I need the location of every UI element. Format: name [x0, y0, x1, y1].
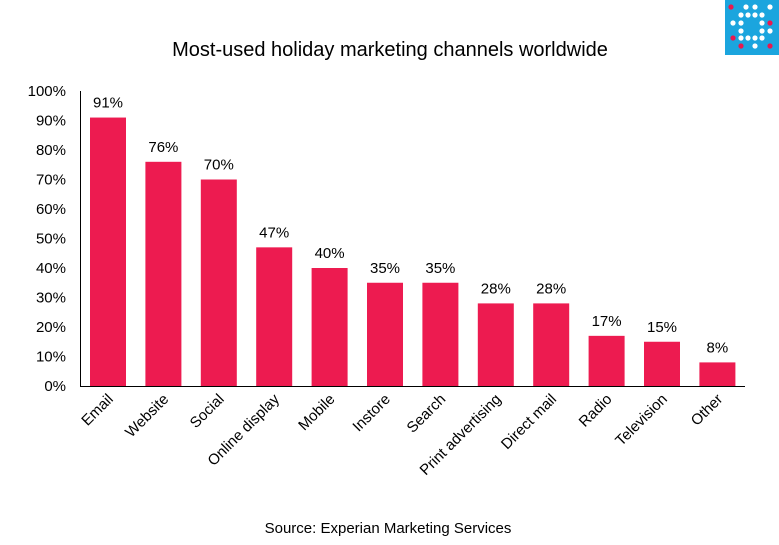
source-note: Source: Experian Marketing Services: [265, 520, 512, 537]
y-tick-label: 20%: [36, 319, 66, 336]
data-label: 15%: [647, 319, 677, 336]
logo-dot: [745, 12, 751, 18]
data-label: 35%: [425, 260, 455, 277]
y-tick-label: 30%: [36, 290, 66, 307]
logo-dot: [728, 4, 734, 10]
x-tick-label: Social: [187, 391, 228, 432]
logo-dot: [759, 35, 765, 41]
logo-dot: [743, 4, 749, 10]
chart-title: Most-used holiday marketing channels wor…: [172, 39, 608, 61]
logo-dot: [767, 20, 773, 26]
logo-dot: [752, 43, 758, 49]
logo-dot: [738, 12, 744, 18]
x-tick-label: Website: [122, 391, 172, 441]
y-tick-label: 70%: [36, 172, 66, 189]
bar: [477, 303, 514, 386]
logo-dot: [752, 12, 758, 18]
logo-dot: [738, 20, 744, 26]
x-tick-label: Television: [612, 391, 671, 450]
bar: [588, 335, 625, 386]
logo-dot: [730, 35, 736, 41]
data-label: 91%: [93, 95, 123, 112]
logo-dot: [738, 43, 744, 49]
y-tick-label: 60%: [36, 201, 66, 218]
data-label: 28%: [536, 280, 566, 297]
logo-dot: [759, 28, 765, 34]
bar: [533, 303, 570, 386]
logo-dot: [730, 20, 736, 26]
data-label: 40%: [315, 245, 345, 262]
x-tick-label: Mobile: [295, 391, 338, 434]
bar: [422, 282, 459, 386]
logo-dot: [738, 28, 744, 34]
y-tick-label: 0%: [44, 378, 66, 395]
x-tick-label: Direct mail: [498, 391, 560, 453]
x-tick-label: Other: [688, 391, 727, 430]
x-tick-label: Search: [404, 391, 450, 437]
y-tick-label: 80%: [36, 142, 66, 159]
logo-dot: [767, 4, 773, 10]
data-label: 35%: [370, 260, 400, 277]
logo-dot: [745, 35, 751, 41]
bar: [367, 282, 403, 386]
y-tick-label: 90%: [36, 113, 66, 130]
bar: [200, 179, 237, 386]
y-tick-label: 40%: [36, 260, 66, 277]
data-label: 76%: [148, 139, 178, 156]
data-label: 47%: [259, 224, 289, 241]
logo-dot: [759, 12, 765, 18]
y-tick-label: 100%: [28, 83, 66, 100]
bar: [311, 268, 348, 386]
logo: [725, 0, 779, 55]
x-tick-label: Radio: [576, 391, 616, 431]
bar: [644, 341, 680, 386]
data-label: 8%: [707, 339, 729, 356]
y-tick-label: 50%: [36, 231, 66, 248]
data-label: 28%: [481, 280, 511, 297]
logo-dot: [752, 35, 758, 41]
bar: [256, 247, 293, 386]
x-tick-label: Email: [78, 391, 117, 430]
logo-dot: [767, 28, 773, 34]
logo-dot: [738, 35, 744, 41]
y-tick-label: 10%: [36, 349, 66, 366]
bar: [145, 161, 182, 386]
logo-dot: [767, 43, 773, 49]
bar: [90, 117, 126, 387]
data-label: 70%: [204, 157, 234, 174]
bar: [699, 362, 736, 386]
data-label: 17%: [592, 313, 622, 330]
x-tick-label: Instore: [349, 391, 393, 435]
logo-dot: [752, 4, 758, 10]
logo-dot: [759, 20, 765, 26]
